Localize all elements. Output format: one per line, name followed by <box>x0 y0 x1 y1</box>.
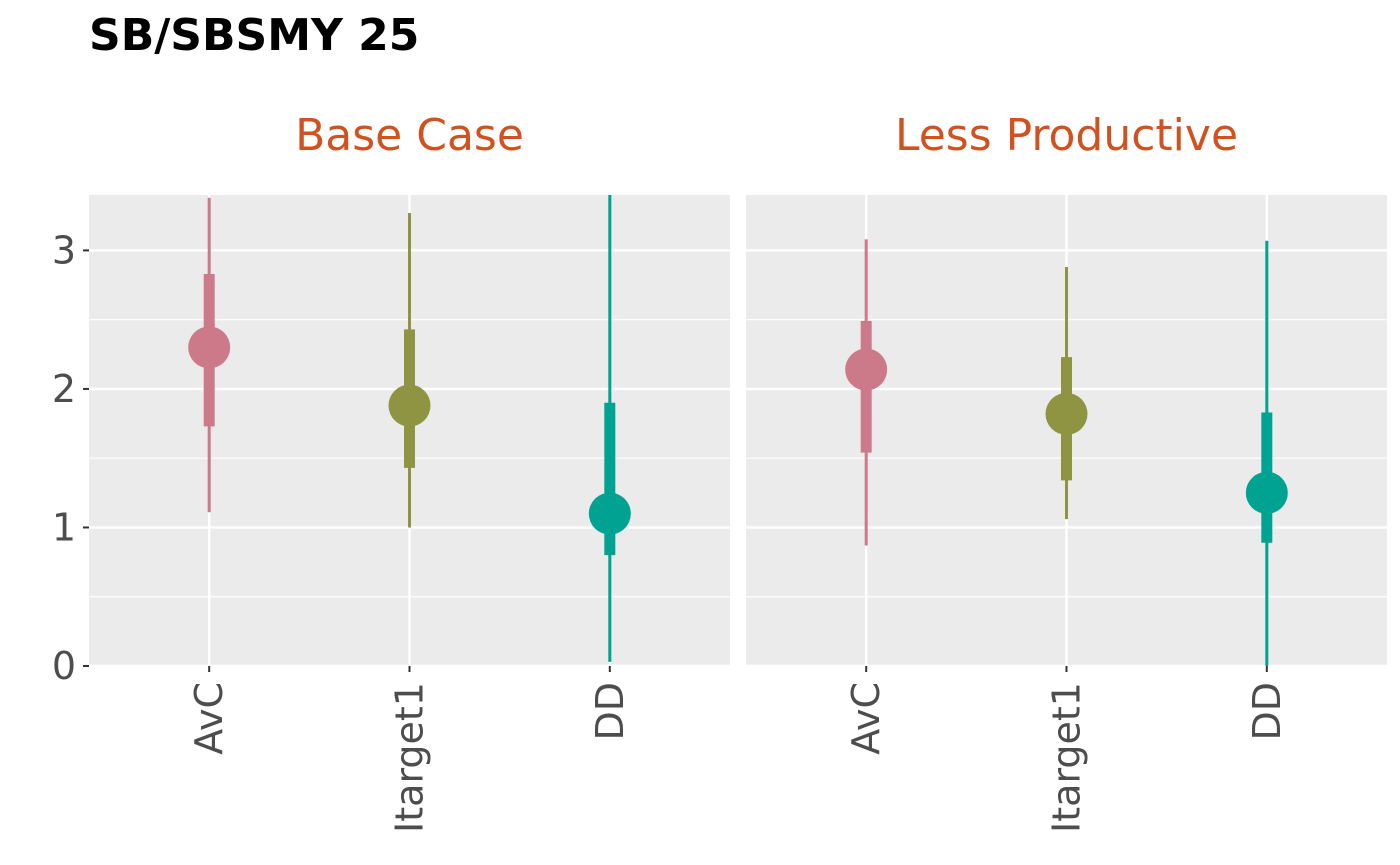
facet-label: Base Case <box>295 110 524 161</box>
y-axis: 0 1 2 3 <box>52 228 89 688</box>
median-point <box>588 492 631 535</box>
median-point <box>1045 392 1088 435</box>
median-point <box>388 384 431 427</box>
x-tick-label: Itarget1 <box>1045 682 1089 833</box>
y-tick-label: 0 <box>52 644 76 688</box>
x-tick-label: Itarget1 <box>388 682 432 833</box>
median-point <box>845 348 888 391</box>
median-point <box>1245 471 1288 514</box>
facet-panels: Base Case AvC Itarget1 DD Less Productive AvC… <box>89 110 1387 833</box>
facet-panel: Less Productive AvC Itarget1 DD <box>746 110 1387 833</box>
x-tick-label: AvC <box>844 682 888 755</box>
y-tick-label: 1 <box>52 505 76 549</box>
facet-label: Less Productive <box>895 110 1238 161</box>
median-point <box>188 326 231 369</box>
y-tick-label: 3 <box>52 228 76 272</box>
chart-title: SB/SBSMY 25 <box>89 10 419 61</box>
x-tick-label: AvC <box>187 682 231 755</box>
facet-panel: Base Case AvC Itarget1 DD <box>89 110 730 833</box>
x-tick-label: DD <box>1245 682 1289 741</box>
x-tick-label: DD <box>588 682 632 741</box>
y-tick-label: 2 <box>52 367 76 411</box>
